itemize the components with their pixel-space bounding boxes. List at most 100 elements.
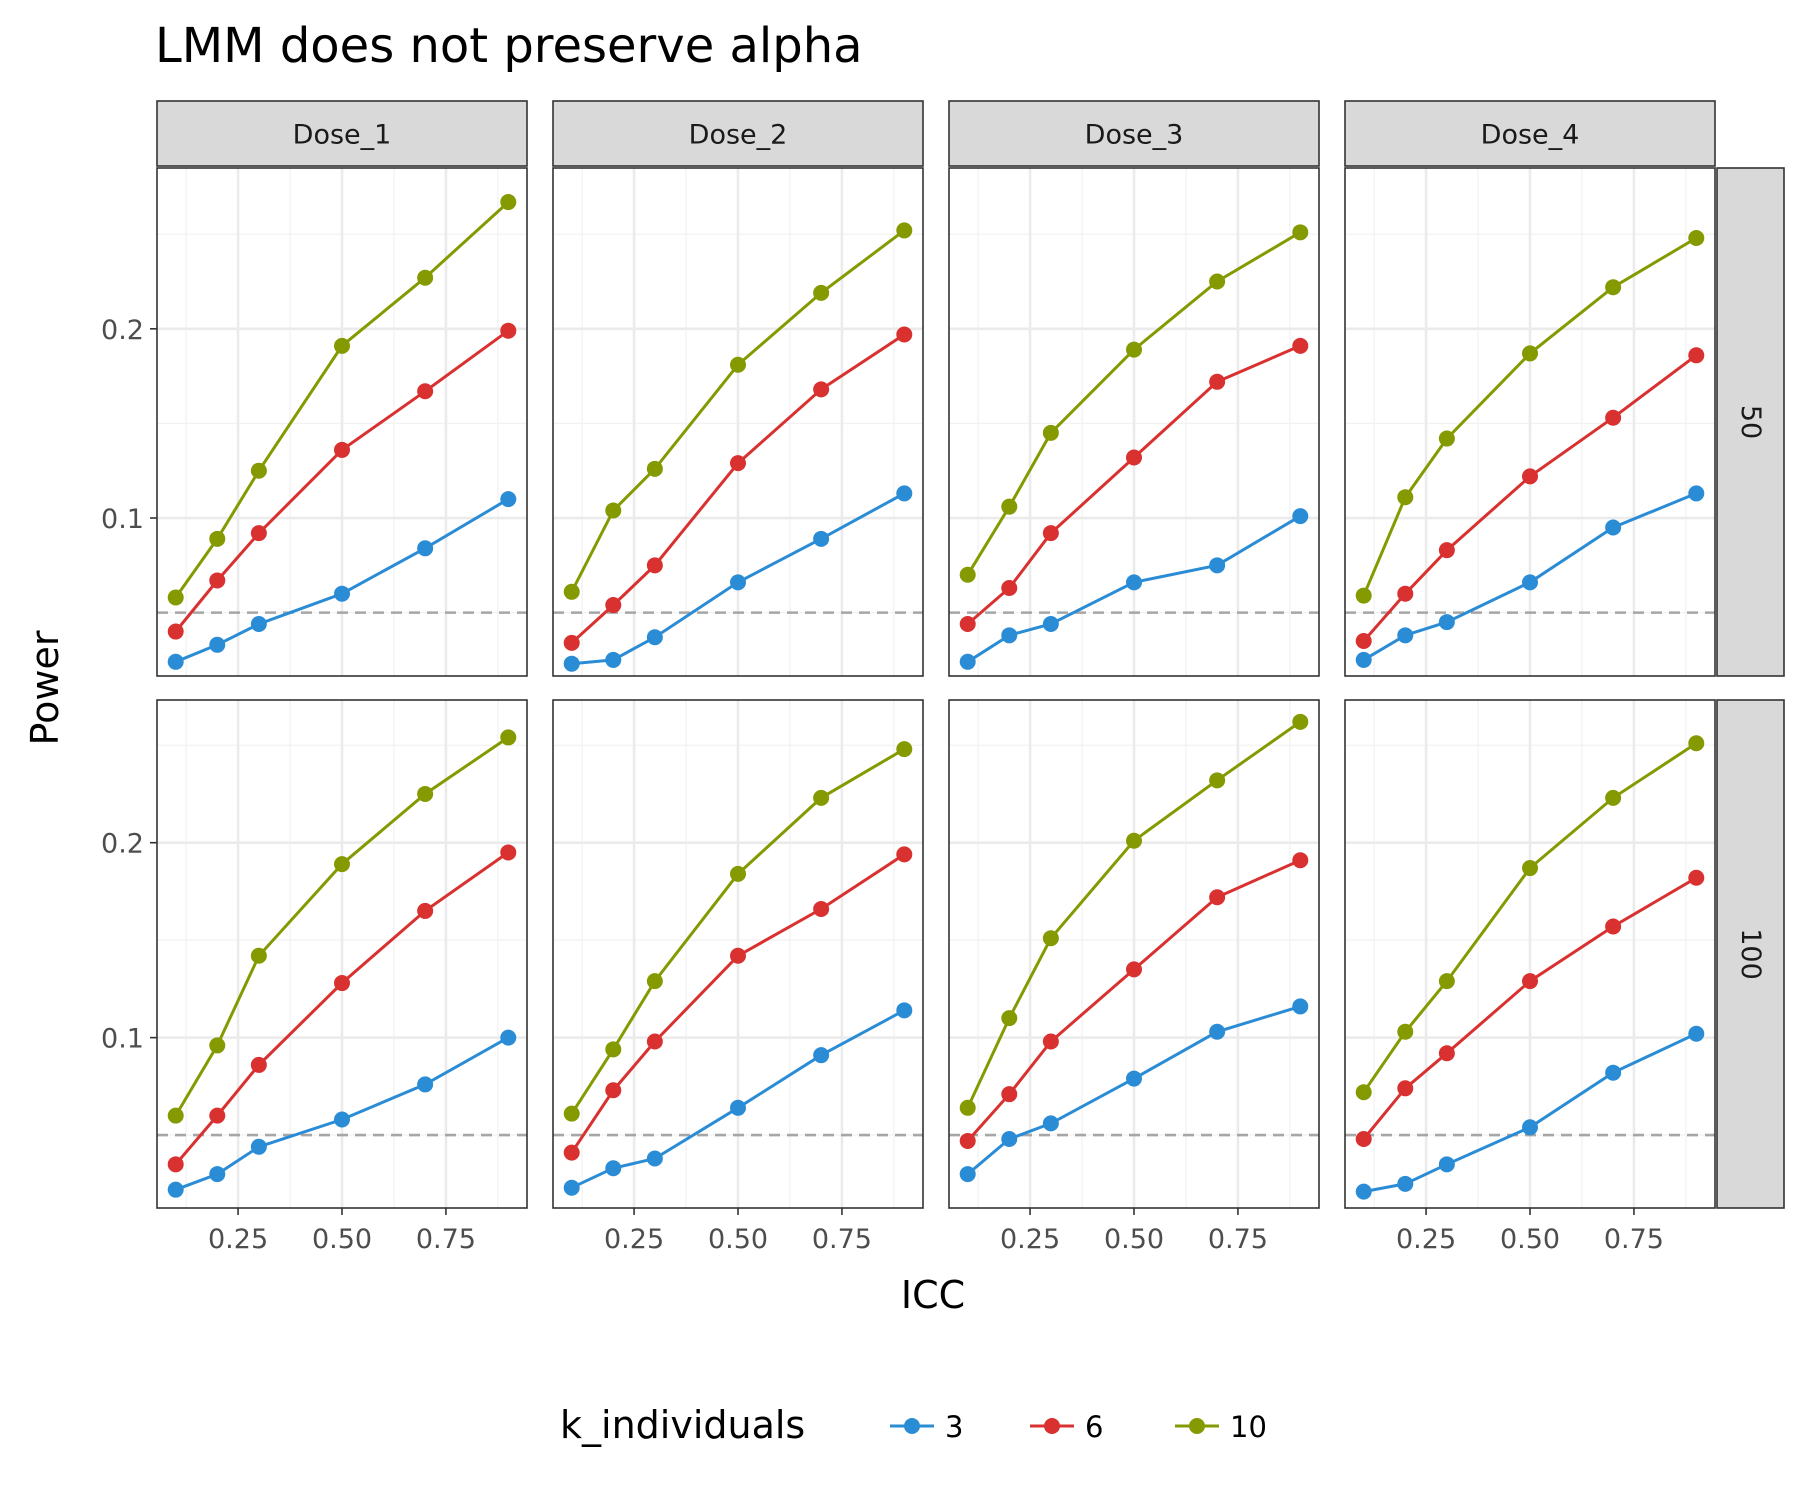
series-line-k3 [966,1004,1301,1176]
series-line-k6 [966,858,1301,1142]
data-point-k3 [250,615,267,632]
data-point-k6 [500,322,517,339]
data-point-k6 [959,1132,976,1149]
data-point-k6 [1355,632,1372,649]
legend-key-point-k10 [1189,1418,1205,1434]
data-point-k3 [209,636,226,653]
y-tick-label: 0.2 [101,829,144,860]
data-point-k10 [500,729,517,746]
data-point-k6 [1688,869,1705,886]
data-point-k10 [959,1099,976,1116]
data-point-k10 [730,865,746,882]
panel-dose-4-n50 [1344,167,1716,677]
column-strip-label: Dose_2 [689,120,788,151]
panel-dose-1-n100: 0.1 0.2 0.25 0.50 0.75 [101,699,528,1255]
data-point-k10 [500,194,517,211]
data-point-k6 [563,1144,580,1161]
data-point-k10 [1605,789,1622,806]
data-point-k3 [896,485,913,502]
series-line-k6 [966,344,1301,626]
series-line-k10 [966,231,1302,576]
data-point-k6 [1001,1086,1018,1103]
series-line-k10 [570,229,906,593]
data-point-k3 [1355,1183,1372,1200]
series-line-k10 [1362,236,1698,597]
x-tick-label: 0.75 [416,1224,476,1255]
data-point-k6 [1209,373,1226,390]
data-point-k3 [563,655,580,672]
data-point-k10 [563,1105,580,1122]
data-point-k10 [605,1041,622,1058]
data-point-k10 [1126,341,1142,358]
data-point-k3 [1355,651,1372,668]
data-point-k10 [1209,772,1226,789]
data-point-k6 [646,557,663,574]
column-strip-label: Dose_1 [293,120,392,151]
data-point-k3 [417,540,434,557]
data-point-k6 [813,381,830,398]
legend-label-k3: 3 [945,1410,963,1444]
data-point-k3 [167,653,184,670]
x-tick-label: 0.25 [1000,1224,1060,1255]
data-point-k10 [896,222,913,239]
legend-key-point-k3 [904,1418,920,1434]
data-point-k10 [334,337,350,354]
data-point-k6 [1522,973,1538,990]
data-point-k6 [959,615,976,632]
column-strip [156,100,528,167]
x-tick-label: 0.75 [1604,1224,1664,1255]
data-point-k6 [605,597,622,614]
data-point-k10 [209,530,226,547]
data-point-k6 [1605,409,1622,426]
data-point-k3 [896,1002,913,1019]
data-point-k10 [1209,273,1226,290]
column-strip [948,100,1320,167]
chart-title: LMM does not preserve alpha [155,18,863,74]
data-point-k10 [813,789,830,806]
data-point-k6 [896,326,913,343]
legend-label-k6: 6 [1085,1410,1103,1444]
data-point-k6 [1397,1080,1414,1097]
data-point-k10 [605,502,622,519]
data-point-k6 [730,947,746,964]
data-point-k6 [1292,337,1309,354]
data-point-k3 [500,1029,517,1046]
panel-dose-2-n100: 0.25 0.50 0.75 [552,699,924,1255]
data-point-k3 [1522,574,1538,591]
data-point-k10 [646,973,663,990]
data-point-k10 [167,589,184,606]
data-point-k6 [605,1082,622,1099]
data-point-k10 [1688,230,1705,247]
data-point-k10 [959,566,976,583]
row-strip [1716,699,1785,1209]
series-line-k6 [570,333,906,645]
data-point-k6 [1605,918,1622,935]
data-point-k6 [250,525,267,542]
facet-panels: Dose_1 Dose_2 Dose_3 Dose_4501000.10.20.10.… [101,100,1785,1255]
data-point-k3 [250,1138,267,1155]
data-point-k3 [959,653,976,670]
x-tick-label: 0.50 [708,1224,768,1255]
data-point-k10 [896,741,913,758]
data-point-k6 [334,441,350,458]
data-point-k10 [167,1107,184,1124]
data-point-k3 [730,574,746,591]
data-point-k6 [167,623,184,640]
panel-dose-3-n50 [948,167,1320,677]
data-point-k6 [1126,449,1142,466]
y-axis-title: Power [23,630,67,745]
x-tick-label: 0.50 [1104,1224,1164,1255]
series-line-k10 [174,736,510,1117]
data-point-k6 [209,1107,226,1124]
data-point-k6 [250,1056,267,1073]
data-point-k3 [1688,485,1705,502]
panel-dose-1-n50: 0.1 0.2 [101,167,528,677]
data-point-k3 [1605,519,1622,536]
panel-dose-3-n100: 0.25 0.50 0.75 [948,699,1320,1255]
series-line-k6 [174,851,510,1166]
y-tick-label: 0.1 [101,1024,144,1055]
data-point-k6 [813,900,830,917]
data-point-k6 [1292,852,1309,869]
column-strip [1344,100,1716,167]
data-point-k6 [1688,347,1705,364]
